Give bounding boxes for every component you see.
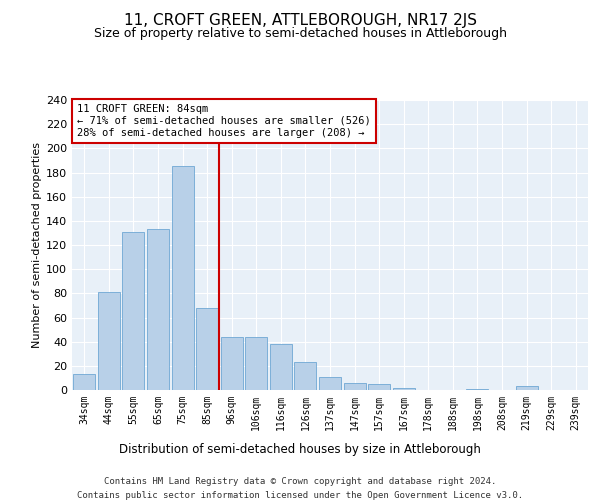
- Bar: [270, 344, 292, 390]
- Text: Distribution of semi-detached houses by size in Attleborough: Distribution of semi-detached houses by …: [119, 442, 481, 456]
- Text: Contains public sector information licensed under the Open Government Licence v3: Contains public sector information licen…: [77, 491, 523, 500]
- Text: 11, CROFT GREEN, ATTLEBOROUGH, NR17 2JS: 11, CROFT GREEN, ATTLEBOROUGH, NR17 2JS: [124, 12, 476, 28]
- Bar: [392, 388, 415, 390]
- Bar: [196, 308, 218, 390]
- Bar: [344, 383, 365, 390]
- Bar: [221, 337, 243, 390]
- Bar: [73, 374, 95, 390]
- Text: Contains HM Land Registry data © Crown copyright and database right 2024.: Contains HM Land Registry data © Crown c…: [104, 478, 496, 486]
- Text: 11 CROFT GREEN: 84sqm
← 71% of semi-detached houses are smaller (526)
28% of sem: 11 CROFT GREEN: 84sqm ← 71% of semi-deta…: [77, 104, 371, 138]
- Y-axis label: Number of semi-detached properties: Number of semi-detached properties: [32, 142, 42, 348]
- Bar: [368, 384, 390, 390]
- Bar: [122, 232, 145, 390]
- Bar: [319, 376, 341, 390]
- Bar: [172, 166, 194, 390]
- Bar: [515, 386, 538, 390]
- Bar: [245, 337, 268, 390]
- Bar: [295, 362, 316, 390]
- Text: Size of property relative to semi-detached houses in Attleborough: Size of property relative to semi-detach…: [94, 28, 506, 40]
- Bar: [466, 389, 488, 390]
- Bar: [147, 230, 169, 390]
- Bar: [98, 292, 120, 390]
